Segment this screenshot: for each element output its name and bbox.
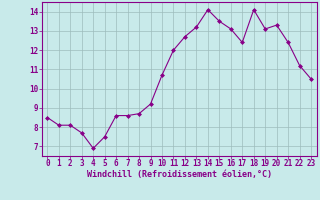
X-axis label: Windchill (Refroidissement éolien,°C): Windchill (Refroidissement éolien,°C): [87, 170, 272, 179]
